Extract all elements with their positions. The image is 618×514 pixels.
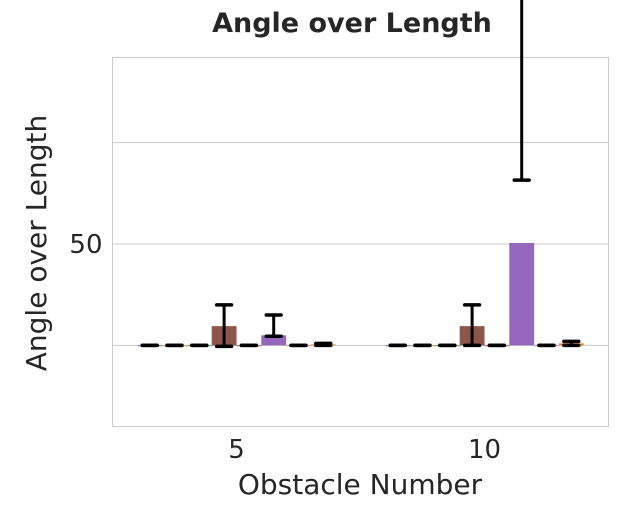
plot-area-frame — [112, 57, 609, 427]
x-tick-label: 5 — [228, 435, 245, 465]
x-axis-label: Obstacle Number — [238, 468, 483, 501]
x-tick-label: 10 — [468, 435, 501, 465]
x-tick-labels: 5 10 — [228, 435, 501, 465]
bars — [137, 243, 584, 347]
bar — [261, 335, 287, 346]
y-axis-label: Angle over Length — [20, 115, 53, 372]
bar — [509, 243, 535, 346]
y-tick-label: 50 — [69, 230, 102, 260]
y-tick-labels: 50 — [69, 230, 102, 260]
error-bars — [140, 0, 581, 349]
chart-title: Angle over Length — [212, 8, 492, 39]
